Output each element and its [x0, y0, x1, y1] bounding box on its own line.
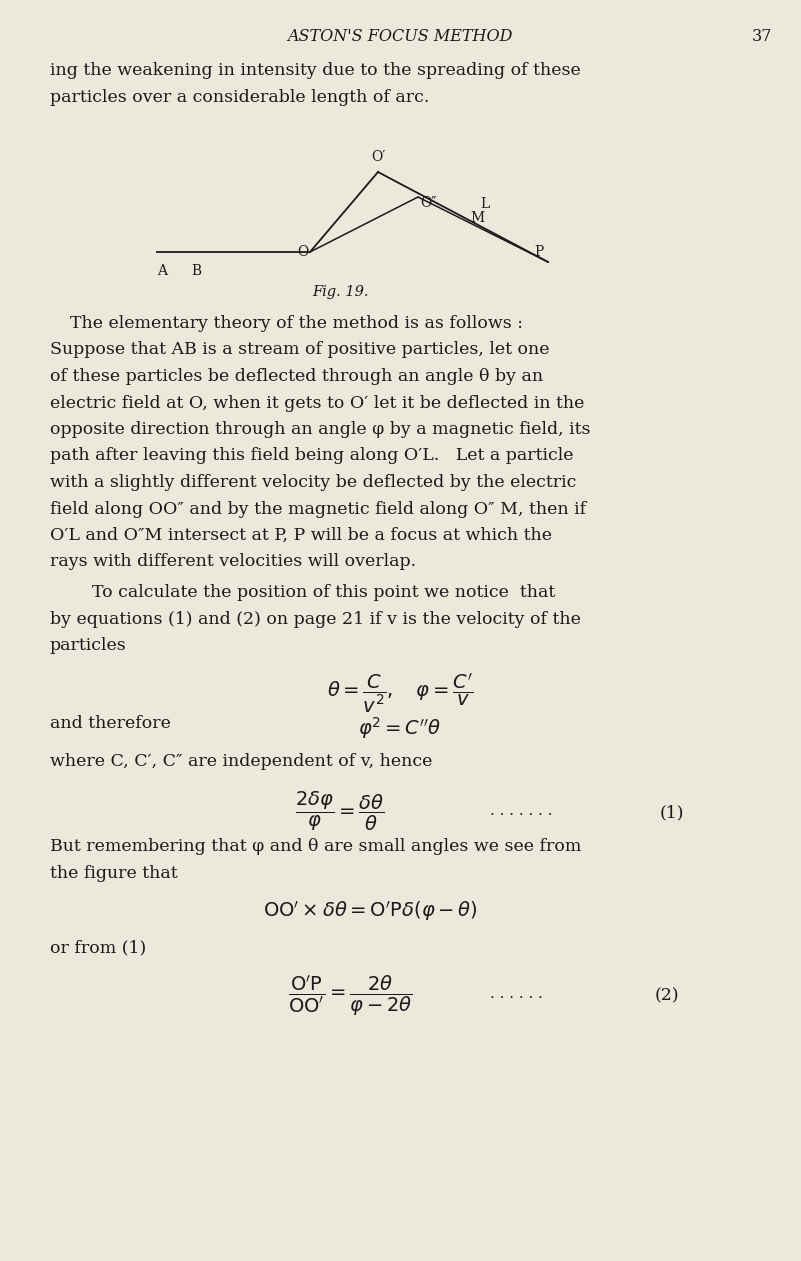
- Text: particles: particles: [50, 637, 127, 654]
- Text: To calculate the position of this point we notice  that: To calculate the position of this point …: [70, 584, 555, 601]
- Text: particles over a considerable length of arc.: particles over a considerable length of …: [50, 88, 429, 106]
- Text: O: O: [296, 245, 308, 259]
- Text: ASTON'S FOCUS METHOD: ASTON'S FOCUS METHOD: [288, 28, 513, 45]
- Text: field along OO″ and by the magnetic field along O″ M, then if: field along OO″ and by the magnetic fiel…: [50, 501, 586, 517]
- Text: The elementary theory of the method is as follows :: The elementary theory of the method is a…: [70, 315, 523, 332]
- Text: P: P: [534, 245, 543, 259]
- Text: by equations (1) and (2) on page 21 if v is the velocity of the: by equations (1) and (2) on page 21 if v…: [50, 610, 581, 628]
- Text: and therefore: and therefore: [50, 715, 171, 733]
- Text: rays with different velocities will overlap.: rays with different velocities will over…: [50, 554, 417, 570]
- Text: (1): (1): [660, 805, 685, 821]
- Text: A: A: [157, 264, 167, 277]
- Text: But remembering that φ and θ are small angles we see from: But remembering that φ and θ are small a…: [50, 839, 582, 855]
- Text: $\theta = \dfrac{C}{v^2}, \quad \varphi = \dfrac{C^{\prime}}{v}$: $\theta = \dfrac{C}{v^2}, \quad \varphi …: [327, 672, 473, 715]
- Text: M: M: [470, 211, 484, 224]
- Text: Suppose that AB is a stream of positive particles, let one: Suppose that AB is a stream of positive …: [50, 342, 549, 358]
- Text: of these particles be deflected through an angle θ by an: of these particles be deflected through …: [50, 368, 543, 385]
- Text: opposite direction through an angle φ by a magnetic field, its: opposite direction through an angle φ by…: [50, 421, 590, 438]
- Text: where C, C′, C″ are independent of v, hence: where C, C′, C″ are independent of v, he…: [50, 754, 433, 770]
- Text: with a slightly different velocity be deflected by the electric: with a slightly different velocity be de…: [50, 474, 577, 491]
- Text: the figure that: the figure that: [50, 865, 178, 881]
- Text: path after leaving this field being along O′L.   Let a particle: path after leaving this field being alon…: [50, 448, 574, 464]
- Text: Fig. 19.: Fig. 19.: [312, 285, 368, 299]
- Text: ing the weakening in intensity due to the spreading of these: ing the weakening in intensity due to th…: [50, 62, 581, 79]
- Text: L: L: [480, 197, 489, 211]
- Text: . . . . . .: . . . . . .: [490, 987, 543, 1001]
- Text: . . . . . . .: . . . . . . .: [490, 805, 553, 818]
- Text: or from (1): or from (1): [50, 939, 147, 956]
- Text: $\dfrac{2\delta\varphi}{\varphi} = \dfrac{\delta\theta}{\theta}$: $\dfrac{2\delta\varphi}{\varphi} = \dfra…: [296, 789, 384, 834]
- Text: B: B: [191, 264, 201, 277]
- Text: O′L and O″M intersect at P, P will be a focus at which the: O′L and O″M intersect at P, P will be a …: [50, 527, 552, 543]
- Text: $\varphi^2 = C^{\prime\prime}\theta$: $\varphi^2 = C^{\prime\prime}\theta$: [358, 715, 441, 741]
- Text: $\dfrac{\mathrm{O}^{\prime}\mathrm{P}}{\mathrm{OO}^{\prime}} = \dfrac{2\theta}{\: $\dfrac{\mathrm{O}^{\prime}\mathrm{P}}{\…: [288, 973, 413, 1019]
- Text: $\mathrm{OO}^{\prime} \times \delta\theta = \mathrm{O}^{\prime}\mathrm{P}\delta(: $\mathrm{OO}^{\prime} \times \delta\thet…: [263, 899, 477, 923]
- Text: 37: 37: [752, 28, 772, 45]
- Text: electric field at O, when it gets to O′ let it be deflected in the: electric field at O, when it gets to O′ …: [50, 395, 585, 411]
- Text: O′: O′: [371, 150, 385, 164]
- Text: O″: O″: [420, 195, 437, 211]
- Text: (2): (2): [655, 987, 679, 1005]
